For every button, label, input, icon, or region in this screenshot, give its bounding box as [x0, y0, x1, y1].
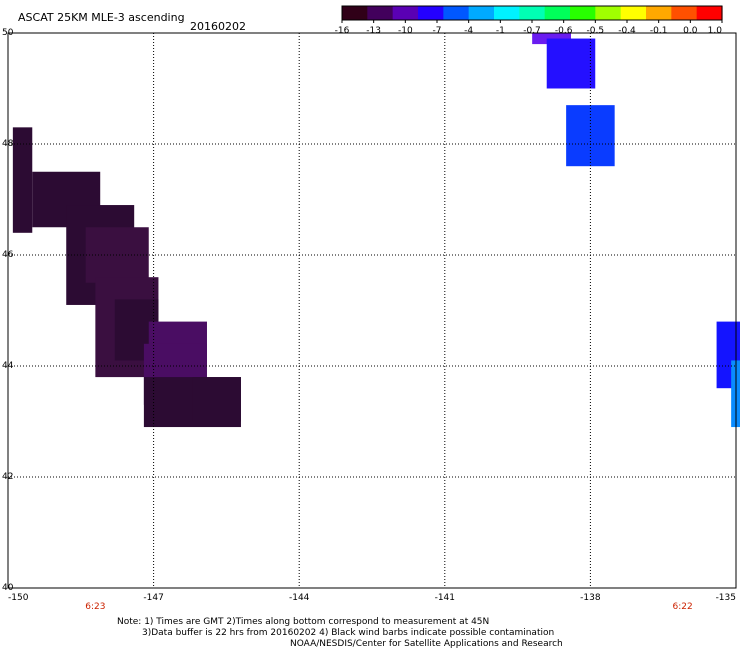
chart-date: 20160202	[190, 20, 246, 33]
colorbar-tick-label: -0.5	[586, 26, 605, 36]
y-tick-label: 42	[2, 472, 14, 482]
colorbar-swatch	[519, 6, 546, 20]
footer-note-line1: Note: 1) Times are GMT 2)Times along bot…	[117, 617, 490, 627]
x-tick-label: -144	[288, 593, 310, 603]
colorbar-tick-label: -0.7	[523, 26, 541, 36]
colorbar-swatch	[342, 6, 368, 20]
colorbar-swatch	[367, 6, 394, 20]
footer-note-line2: 3)Data buffer is 22 hrs from 20160202 4)…	[142, 628, 555, 638]
pass-time-label: 6:22	[672, 602, 693, 612]
colorbar-tick-label: -1	[495, 26, 505, 36]
x-tick-label: -150	[8, 593, 29, 603]
colorbar-swatch	[443, 6, 470, 20]
colorbar-swatch	[696, 6, 723, 20]
data-cell	[12, 127, 33, 233]
x-tick-label: -147	[143, 593, 164, 603]
colorbar-swatch	[570, 6, 596, 20]
y-tick-label: 44	[2, 361, 14, 371]
colorbar-tick-label: 1.0	[707, 26, 722, 36]
map-frame	[7, 32, 737, 589]
y-tick-label: 50	[2, 28, 14, 38]
colorbar-swatch	[671, 6, 698, 20]
colorbar-tick-label: -7	[432, 26, 442, 36]
colorbar-tick-label: -10	[397, 26, 413, 36]
data-cell	[546, 38, 596, 89]
data-cells	[12, 33, 740, 428]
colorbar-swatch	[646, 6, 672, 20]
data-cell	[85, 227, 149, 283]
colorbar-tick-label: -0.1	[649, 26, 668, 36]
colorbar-tick-label: -0.4	[618, 26, 636, 36]
colorbar-tick-label: -16	[334, 26, 350, 36]
colorbar-tick-label: -13	[366, 26, 382, 36]
data-cell	[192, 377, 241, 422]
x-tick-label: -135	[715, 593, 736, 603]
y-tick-label: 48	[2, 139, 14, 149]
x-tick-label: -141	[434, 593, 456, 603]
y-tick-label: 40	[2, 583, 14, 593]
x-tick-label: -138	[580, 593, 601, 603]
colorbar-tick-label: -4	[464, 26, 474, 36]
colorbar-swatch	[595, 6, 622, 20]
colorbar-tick-label: 0.0	[683, 26, 698, 36]
colorbar-swatch	[392, 6, 419, 20]
colorbar	[341, 5, 723, 23]
colorbar-swatch	[620, 6, 647, 20]
pass-time-label: 6:23	[85, 602, 106, 612]
colorbar-swatch	[544, 6, 571, 20]
footer-credit: NOAA/NESDIS/Center for Satellite Applica…	[290, 639, 563, 649]
colorbar-swatch	[418, 6, 444, 20]
colorbar-tick-label: -0.6	[554, 26, 573, 36]
colorbar-swatch	[494, 6, 520, 20]
chart-title: ASCAT 25KM MLE-3 ascending	[18, 11, 185, 24]
grid-lines	[8, 33, 736, 588]
colorbar-swatch	[468, 6, 495, 20]
y-tick-label: 46	[2, 250, 14, 260]
